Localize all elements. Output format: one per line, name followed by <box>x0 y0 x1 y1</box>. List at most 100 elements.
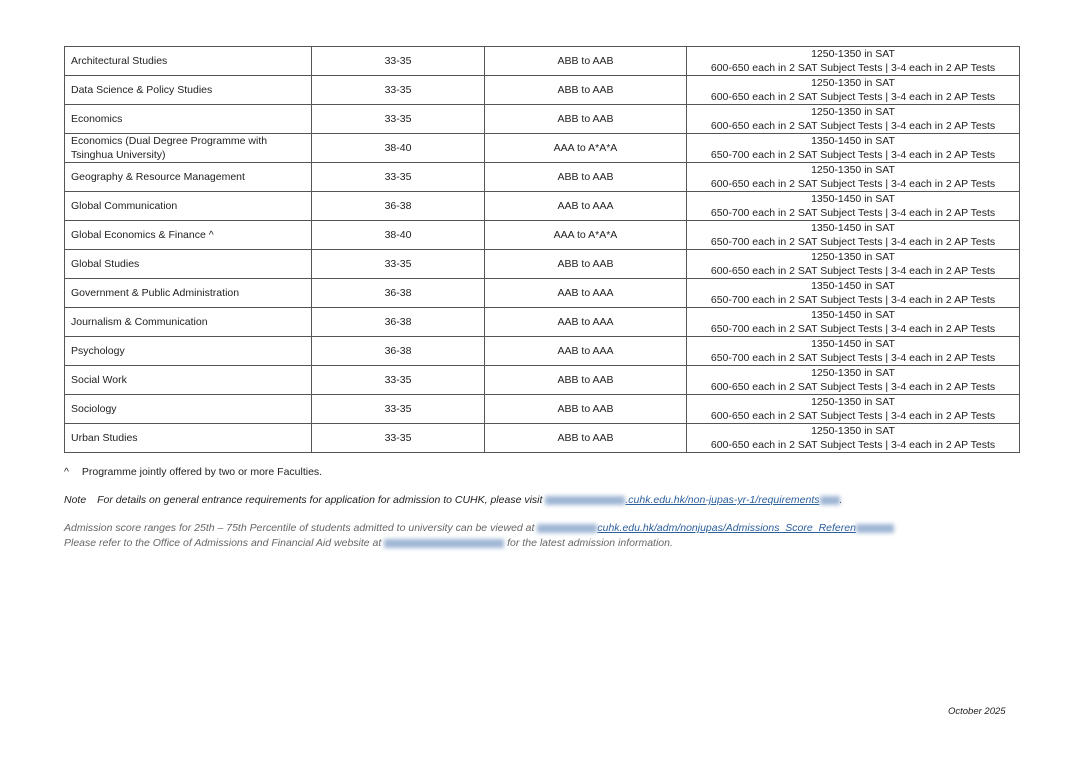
ib-score-cell: 33-35 <box>311 423 485 453</box>
table-row: Architectural Studies 33-35 ABB to AAB 1250… <box>64 46 1020 76</box>
score-text: Admission score ranges for 25th – 75th P… <box>64 522 535 534</box>
programme-cell: Economics <box>64 104 312 134</box>
subject-tests: 600-650 each in 2 SAT Subject Tests | 3-… <box>710 265 996 277</box>
a-level-cell: AAB to AAA <box>484 191 687 221</box>
a-level-cell: AAB to AAA <box>484 278 687 308</box>
refer-end-text: for the latest admission information. <box>507 537 673 549</box>
admissions-website-link[interactable] <box>384 537 505 549</box>
subject-tests: 600-650 each in 2 SAT Subject Tests | 3-… <box>710 381 996 393</box>
programme-cell: Global Communication <box>64 191 312 221</box>
a-level-cell: AAA to A*A*A <box>484 220 687 250</box>
sat-ap-cell: 1350-1450 in SAT 650-700 each in 2 SAT Su… <box>686 336 1020 366</box>
a-level-cell: ABB to AAB <box>484 162 687 192</box>
table-row: Economics (Dual Degree Programme with Ts… <box>64 133 1020 163</box>
ib-score-cell: 33-35 <box>311 394 485 424</box>
ib-score-cell: 33-35 <box>311 162 485 192</box>
sat-ap-cell: 1250-1350 in SAT 600-650 each in 2 SAT Su… <box>686 423 1020 453</box>
caret-symbol: ^ <box>64 466 69 478</box>
ib-score-cell: 38-40 <box>311 220 485 250</box>
subject-tests: 650-700 each in 2 SAT Subject Tests | 3-… <box>710 352 996 364</box>
ib-score-cell: 33-35 <box>311 75 485 105</box>
sat-score: 1350-1450 in SAT <box>811 222 895 234</box>
sat-ap-cell: 1250-1350 in SAT 600-650 each in 2 SAT Su… <box>686 365 1020 395</box>
table-row: Government & Public Administration 36-38 A… <box>64 278 1020 308</box>
a-level-cell: ABB to AAB <box>484 394 687 424</box>
sat-ap-cell: 1350-1450 in SAT 650-700 each in 2 SAT Su… <box>686 307 1020 337</box>
ib-score-cell: 33-35 <box>311 249 485 279</box>
ib-score-cell: 33-35 <box>311 365 485 395</box>
note-line: Note For details on general entrance req… <box>64 494 843 506</box>
table-row: Social Work 33-35 ABB to AAB 1250-1350 in S… <box>64 365 1020 395</box>
programme-cell: Social Work <box>64 365 312 395</box>
score-reference-link[interactable]: cuhk.edu.hk/adm/nonjupas/Admissions_Scor… <box>537 522 894 534</box>
a-level-cell: AAA to A*A*A <box>484 133 687 163</box>
score-line: Admission score ranges for 25th – 75th P… <box>64 522 894 534</box>
table-row: Geography & Resource Management 33-35 ABB … <box>64 162 1020 192</box>
subject-tests: 600-650 each in 2 SAT Subject Tests | 3-… <box>710 410 996 422</box>
programme-cell: Geography & Resource Management <box>64 162 312 192</box>
ib-score-cell: 33-35 <box>311 104 485 134</box>
refer-line: Please refer to the Office of Admissions… <box>64 537 673 549</box>
a-level-cell: ABB to AAB <box>484 46 687 76</box>
programme-cell: Architectural Studies <box>64 46 312 76</box>
sat-score: 1250-1350 in SAT <box>811 367 895 379</box>
subject-tests: 650-700 each in 2 SAT Subject Tests | 3-… <box>710 294 996 306</box>
table-row: Global Economics & Finance ^ 38-40 AAA to … <box>64 220 1020 250</box>
sat-score: 1250-1350 in SAT <box>811 251 895 263</box>
programme-cell: Data Science & Policy Studies <box>64 75 312 105</box>
programme-cell: Urban Studies <box>64 423 312 453</box>
table-row: Data Science & Policy Studies 33-35 ABB to… <box>64 75 1020 105</box>
sat-score: 1250-1350 in SAT <box>811 164 895 176</box>
sat-ap-cell: 1250-1350 in SAT 600-650 each in 2 SAT Su… <box>686 104 1020 134</box>
sat-ap-cell: 1250-1350 in SAT 600-650 each in 2 SAT Su… <box>686 162 1020 192</box>
document-date: October 2025 <box>948 706 1006 717</box>
subject-tests: 650-700 each in 2 SAT Subject Tests | 3-… <box>710 207 996 219</box>
ib-score-cell: 36-38 <box>311 307 485 337</box>
sat-score: 1250-1350 in SAT <box>811 425 895 437</box>
joint-programme-footnote: ^ Programme jointly offered by two or mo… <box>64 466 322 478</box>
table-row: Psychology 36-38 AAB to AAA 1350-1450 in SA… <box>64 336 1020 366</box>
subject-tests: 650-700 each in 2 SAT Subject Tests | 3-… <box>710 236 996 248</box>
a-level-cell: ABB to AAB <box>484 249 687 279</box>
sat-score: 1350-1450 in SAT <box>811 193 895 205</box>
requirements-link[interactable]: .cuhk.edu.hk/non-jupas-yr-1/requirements <box>545 494 840 506</box>
ib-score-cell: 36-38 <box>311 336 485 366</box>
sat-ap-cell: 1350-1450 in SAT 650-700 each in 2 SAT Su… <box>686 191 1020 221</box>
sat-ap-cell: 1250-1350 in SAT 600-650 each in 2 SAT Su… <box>686 46 1020 76</box>
a-level-cell: ABB to AAB <box>484 104 687 134</box>
a-level-cell: AAB to AAA <box>484 307 687 337</box>
sat-ap-cell: 1350-1450 in SAT 650-700 each in 2 SAT Su… <box>686 278 1020 308</box>
subject-tests: 600-650 each in 2 SAT Subject Tests | 3-… <box>710 62 996 74</box>
ib-score-cell: 36-38 <box>311 278 485 308</box>
table-row: Journalism & Communication 36-38 AAB to AA… <box>64 307 1020 337</box>
subject-tests: 600-650 each in 2 SAT Subject Tests | 3-… <box>710 91 996 103</box>
sat-ap-cell: 1250-1350 in SAT 600-650 each in 2 SAT Su… <box>686 394 1020 424</box>
programme-cell: Global Economics & Finance ^ <box>64 220 312 250</box>
a-level-cell: ABB to AAB <box>484 423 687 453</box>
admission-requirements-table: Architectural Studies 33-35 ABB to AAB 1250… <box>64 46 1020 453</box>
note-label: Note <box>64 494 87 506</box>
table-row: Global Studies 33-35 ABB to AAB 1250-1350 i… <box>64 249 1020 279</box>
ib-score-cell: 36-38 <box>311 191 485 221</box>
subject-tests: 650-700 each in 2 SAT Subject Tests | 3-… <box>710 323 996 335</box>
a-level-cell: AAB to AAA <box>484 336 687 366</box>
programme-cell: Government & Public Administration <box>64 278 312 308</box>
a-level-cell: ABB to AAB <box>484 75 687 105</box>
sat-ap-cell: 1250-1350 in SAT 600-650 each in 2 SAT Su… <box>686 249 1020 279</box>
sat-ap-cell: 1350-1450 in SAT 650-700 each in 2 SAT Su… <box>686 133 1020 163</box>
ib-score-cell: 33-35 <box>311 46 485 76</box>
sat-score: 1250-1350 in SAT <box>811 396 895 408</box>
sat-score: 1350-1450 in SAT <box>811 280 895 292</box>
a-level-cell: ABB to AAB <box>484 365 687 395</box>
subject-tests: 600-650 each in 2 SAT Subject Tests | 3-… <box>710 178 996 190</box>
sat-ap-cell: 1250-1350 in SAT 600-650 each in 2 SAT Su… <box>686 75 1020 105</box>
subject-tests: 600-650 each in 2 SAT Subject Tests | 3-… <box>710 439 996 451</box>
programme-cell: Economics (Dual Degree Programme with Ts… <box>64 133 312 163</box>
table-row: Economics 33-35 ABB to AAB 1250-1350 in SAT… <box>64 104 1020 134</box>
note-text: For details on general entrance requirem… <box>97 494 543 506</box>
subject-tests: 600-650 each in 2 SAT Subject Tests | 3-… <box>710 120 996 132</box>
ib-score-cell: 38-40 <box>311 133 485 163</box>
table-row: Global Communication 36-38 AAB to AAA 1350-… <box>64 191 1020 221</box>
sat-score: 1250-1350 in SAT <box>811 106 895 118</box>
sat-ap-cell: 1350-1450 in SAT 650-700 each in 2 SAT Su… <box>686 220 1020 250</box>
